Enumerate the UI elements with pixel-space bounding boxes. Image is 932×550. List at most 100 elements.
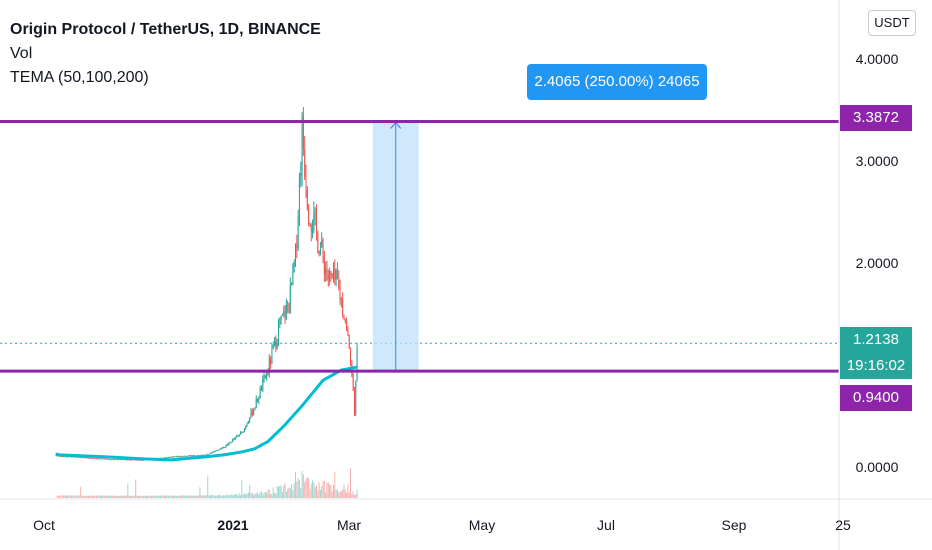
candle [258,396,260,405]
volume-bar [225,495,227,498]
volume-bar [173,495,175,498]
volume-bar [309,488,311,498]
volume-bar [90,495,92,498]
volume-bar [166,495,168,498]
volume-bar [64,495,66,498]
candle [217,449,219,451]
candle [98,458,100,460]
volume-bar [191,495,193,498]
candle [167,456,169,459]
volume-bar [156,495,158,498]
volume-bar [274,492,276,498]
candle [333,262,335,283]
candle [116,458,118,461]
volume-bar [146,495,148,498]
volume-bar [270,494,272,498]
candle [109,459,110,461]
volume-bar [118,495,120,498]
time-axis[interactable]: Oct 2021 Mar May Jul Sep 25 [33,517,851,533]
volume-bar [149,495,151,498]
candle [285,298,287,321]
candle [301,111,303,187]
volume-bar [105,495,107,498]
volume-bar [187,495,189,498]
candle [106,458,108,460]
volume-bar [60,495,62,498]
volume-bar [167,495,169,498]
volume-bar [242,494,244,498]
candle [89,457,91,459]
volume-bar [327,482,329,498]
volume-bar [293,482,295,498]
candle [228,442,230,446]
volume-bar [115,495,117,498]
volume-bar [249,484,251,498]
volume-bar [356,489,358,498]
time-tick-label: Sep [722,517,747,533]
currency-button[interactable]: USDT [868,10,916,36]
time-tick-label: 2021 [217,517,248,533]
candle [112,459,114,461]
volume-bar [199,487,201,498]
volume-bar [308,477,310,498]
volume-bar [250,492,252,498]
volume-bar [171,495,173,498]
candle [207,453,209,455]
candle [289,277,291,314]
candle [260,385,262,392]
volume-bar [339,491,341,498]
candle [302,107,304,156]
volume-bar [169,495,171,498]
candle [186,455,188,457]
current-price-tag: 1.2138 19:16:02 [840,327,912,379]
candle [236,434,238,438]
candle [205,454,207,456]
candle [85,457,87,459]
volume-bar [284,483,286,498]
candle [293,259,295,273]
volume-bar [301,470,303,498]
measure-label: 2.4065 (250.00%) 24065 [527,64,707,100]
volume-bar [277,486,279,498]
candle [107,458,109,461]
volume-bar [181,495,183,498]
candle [173,456,175,458]
volume-bar [264,492,266,498]
candle [184,455,186,457]
candle [111,458,113,461]
candle [175,455,177,458]
volume-bar [77,495,79,498]
candle [247,420,249,425]
candle [298,172,300,226]
price-axis[interactable]: 4.0000 3.0000 2.0000 0.0000 [856,51,899,475]
volume-bar [234,494,236,498]
volume-bar [241,479,243,498]
volume-bar [245,493,247,498]
volume-indicator-label[interactable]: Vol [10,45,33,62]
candle [90,457,92,459]
volume-bar [143,495,145,498]
volume-bar [93,495,95,498]
volume-bar [84,495,86,498]
candle [312,219,314,239]
tema-indicator-label[interactable]: TEMA (50,100,200) [10,69,149,86]
candle [94,458,96,460]
candle [331,273,333,279]
volume-bar [347,484,349,498]
volume-bar [247,492,249,498]
candle [352,372,354,391]
candle [288,302,290,314]
candle [191,454,193,457]
volume-bar [99,495,101,498]
volume-bar [101,495,103,498]
candle [338,270,340,291]
candle [346,317,348,332]
volume-bar [254,493,256,498]
volume-bar [222,495,224,498]
candle [208,453,210,455]
candle [240,431,241,436]
candle [230,441,232,443]
candle [238,433,240,437]
chart-legend: Origin Protocol / TetherUS, 1D, BINANCE … [10,18,321,90]
